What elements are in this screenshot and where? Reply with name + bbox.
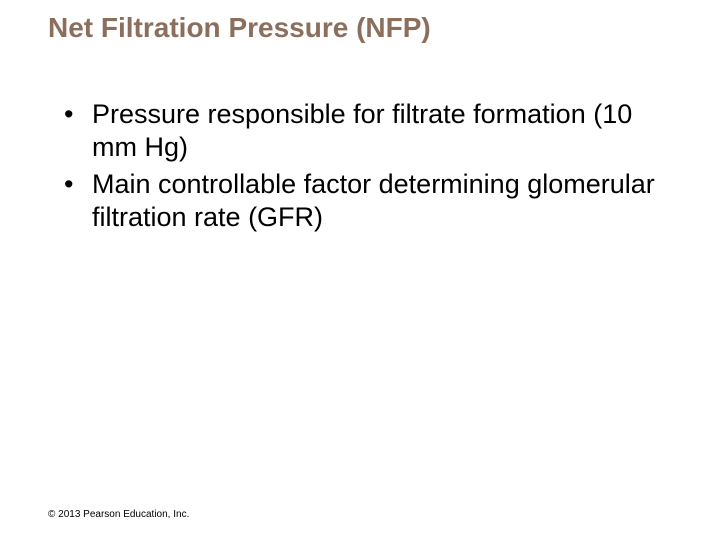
bullet-dot-icon: •	[64, 98, 73, 131]
bullet-item: • Main controllable factor determining g…	[64, 168, 660, 234]
slide-title: Net Filtration Pressure (NFP)	[48, 12, 431, 44]
bullet-list: • Pressure responsible for filtrate form…	[64, 98, 660, 238]
bullet-item: • Pressure responsible for filtrate form…	[64, 98, 660, 164]
copyright-footer: © 2013 Pearson Education, Inc.	[48, 509, 189, 520]
bullet-dot-icon: •	[64, 168, 73, 201]
bullet-text: Main controllable factor determining glo…	[92, 169, 655, 232]
bullet-text: Pressure responsible for filtrate format…	[92, 99, 632, 162]
